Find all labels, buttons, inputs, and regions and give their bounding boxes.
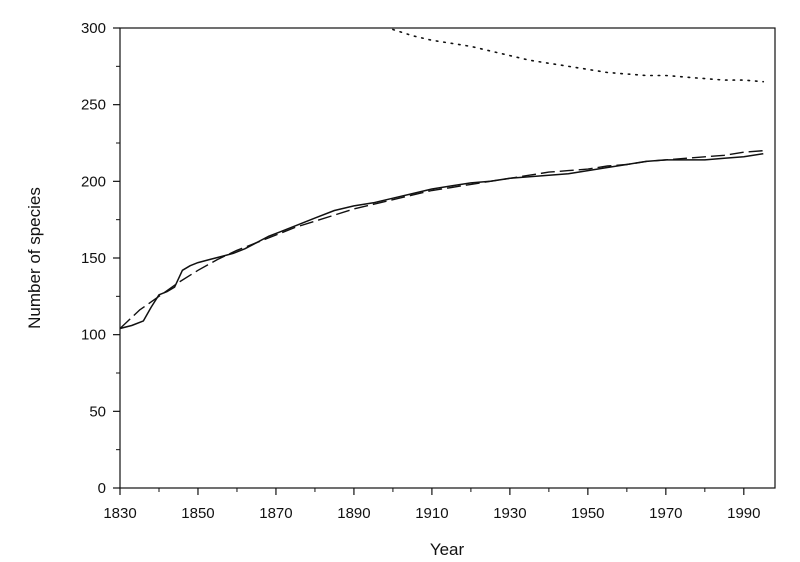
y-axis-title: Number of species — [25, 187, 44, 329]
series-dotted-line — [392, 28, 765, 83]
y-tick-label: 0 — [98, 480, 106, 497]
y-tick-label: 150 — [81, 250, 106, 267]
y-tick-label: 100 — [81, 327, 106, 344]
y-tick-label: 50 — [89, 403, 106, 420]
x-tick-label: 1830 — [103, 505, 136, 522]
x-tick-label: 1850 — [181, 505, 214, 522]
x-axis-title: Year — [430, 540, 465, 559]
y-tick-label: 250 — [81, 97, 106, 114]
series-dashed-line — [119, 150, 764, 330]
x-axis-ticks: 1830 1850 1870 1890 1910 1930 1950 1970 1990 — [103, 488, 760, 522]
x-tick-label: 1890 — [337, 505, 370, 522]
y-tick-label: 200 — [81, 173, 106, 190]
x-tick-label: 1970 — [649, 505, 682, 522]
x-tick-label: 1910 — [415, 505, 448, 522]
series-layer — [119, 28, 765, 330]
y-axis-ticks: 0 50 100 150 200 250 300 — [81, 20, 120, 497]
series-solid-line — [119, 152, 764, 330]
y-tick-label: 300 — [81, 20, 106, 37]
x-tick-label: 1930 — [493, 505, 526, 522]
x-tick-label: 1950 — [571, 505, 604, 522]
x-tick-label: 1990 — [727, 505, 760, 522]
x-tick-label: 1870 — [259, 505, 292, 522]
